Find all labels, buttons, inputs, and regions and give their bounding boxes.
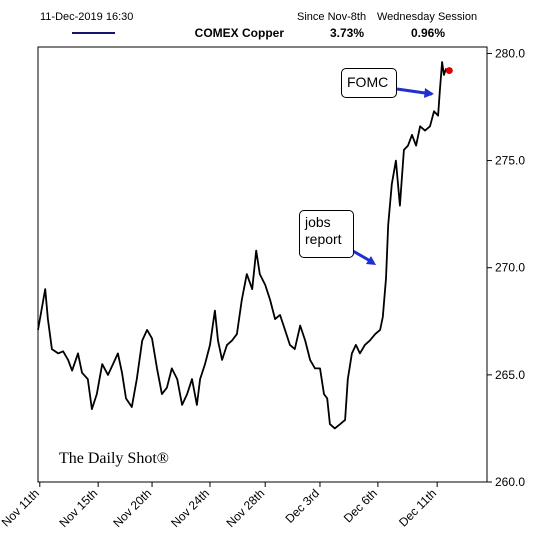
x-tick-label: Nov 28th — [223, 486, 267, 530]
arrowhead — [366, 256, 376, 265]
annotation: FOMC — [341, 68, 397, 98]
arrowhead — [424, 88, 434, 98]
x-tick-label: Dec 3rd — [282, 486, 322, 526]
y-tick-label: 275.0 — [495, 154, 525, 168]
price-line — [37, 61, 447, 430]
x-tick-label: Nov 24th — [168, 486, 212, 530]
x-tick-label: Nov 11th — [0, 486, 42, 529]
x-tick-label: Nov 15th — [56, 486, 100, 530]
y-tick-label: 270.0 — [495, 261, 525, 275]
y-tick-label: 260.0 — [495, 475, 525, 489]
y-tick-label: 280.0 — [495, 46, 525, 60]
stats-header: Wednesday Session — [377, 11, 477, 23]
watermark: The Daily Shot® — [59, 450, 169, 467]
legend-label: COMEX Copper — [195, 26, 285, 40]
annotation: jobs report — [299, 210, 354, 258]
plot-frame — [37, 46, 488, 483]
y-tick-label: 265.0 — [495, 368, 525, 382]
timestamp: 11-Dec-2019 16:30 — [40, 11, 133, 23]
stats-header: Since Nov-8th — [297, 11, 366, 23]
x-tick-label: Dec 6th — [341, 486, 380, 525]
stat-value: 3.73% — [330, 26, 364, 40]
last-point — [445, 67, 453, 75]
x-tick-label: Dec 11th — [396, 486, 439, 529]
x-tick-label: Nov 20th — [110, 486, 154, 530]
stat-value: 0.96% — [411, 26, 445, 40]
